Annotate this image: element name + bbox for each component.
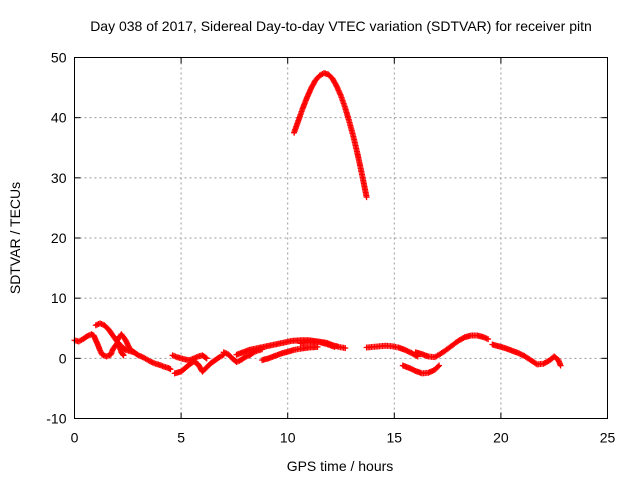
y-tick-label: 20 bbox=[51, 230, 67, 246]
y-tick-label: -10 bbox=[46, 411, 66, 427]
data-point bbox=[557, 362, 564, 369]
x-tick-label: 10 bbox=[280, 430, 296, 446]
axis-ticks: 0 5 10 15 20 25 -10 0 10 20 30 40 50 bbox=[46, 50, 615, 446]
x-tick-label: 15 bbox=[387, 430, 403, 446]
y-tick-label: 10 bbox=[51, 290, 67, 306]
data-point bbox=[333, 82, 340, 89]
x-tick-label: 5 bbox=[177, 430, 185, 446]
series-low-segment-c bbox=[114, 331, 174, 373]
series-low-segment-i bbox=[297, 338, 349, 352]
data-point bbox=[314, 343, 321, 350]
y-tick-label: 40 bbox=[51, 110, 67, 126]
data-point bbox=[203, 355, 210, 362]
series-peak-arc bbox=[291, 70, 370, 201]
series-low-segment-h bbox=[259, 343, 321, 364]
y-tick-label: 50 bbox=[51, 50, 67, 66]
data-point bbox=[436, 362, 443, 369]
x-tick-label: 20 bbox=[493, 430, 509, 446]
grid-lines bbox=[74, 57, 608, 419]
data-point bbox=[202, 354, 209, 361]
x-tick-label: 25 bbox=[600, 430, 616, 446]
series-low-segment-m bbox=[489, 341, 564, 369]
data-marks bbox=[71, 70, 564, 377]
data-point bbox=[342, 345, 349, 352]
data-point bbox=[435, 363, 442, 370]
x-axis-label: GPS time / hours bbox=[287, 458, 394, 474]
data-point bbox=[363, 194, 370, 201]
data-point bbox=[485, 336, 492, 343]
y-tick-label: 0 bbox=[59, 350, 67, 366]
y-axis-label: SDTVAR / TECUs bbox=[7, 182, 23, 294]
x-tick-label: 0 bbox=[71, 430, 79, 446]
series-low-segment-k bbox=[399, 362, 443, 377]
data-point bbox=[119, 351, 126, 358]
data-point bbox=[167, 366, 174, 373]
y-tick-label: 30 bbox=[51, 170, 67, 186]
series-low-segment-b bbox=[92, 320, 138, 356]
chart-title: Day 038 of 2017, Sidereal Day-to-day VTE… bbox=[90, 18, 592, 34]
data-point bbox=[120, 352, 127, 359]
series-low-segment-l bbox=[412, 332, 492, 361]
